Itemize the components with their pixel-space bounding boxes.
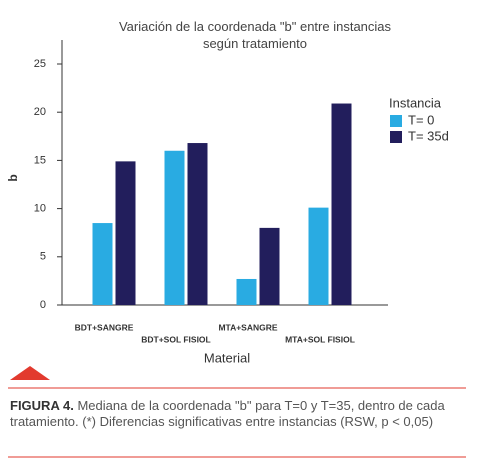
caption: FIGURA 4. Mediana de la coordenada "b" p… — [10, 398, 468, 430]
bar — [331, 103, 352, 305]
legend-label: T= 0 — [408, 112, 434, 127]
x-tick-label: MTA+SOL FISIOL — [285, 334, 355, 344]
x-tick-label: MTA+SANGRE — [218, 322, 277, 332]
y-tick-label: 20 — [34, 106, 46, 118]
y-tick-label: 15 — [34, 154, 46, 166]
chart-title: Variación de la coordenada "b" entre ins… — [118, 19, 392, 51]
y-axis-label: b — [6, 174, 20, 181]
bar — [259, 227, 280, 305]
legend-title: Instancia — [389, 95, 442, 110]
caption-label: FIGURA 4. — [10, 398, 74, 413]
y-tick-label: 5 — [40, 251, 46, 263]
legend-swatch — [390, 131, 402, 143]
caption-text: Mediana de la coordenada "b" para T=0 y … — [10, 398, 445, 429]
x-tick-label: BDT+SANGRE — [75, 322, 134, 332]
bar — [308, 207, 329, 305]
bar — [187, 143, 208, 305]
bar — [115, 161, 136, 305]
legend-swatch — [390, 115, 402, 127]
legend-label: T= 35d — [408, 128, 449, 143]
x-axis-label: Material — [204, 350, 250, 365]
decor-triangle — [10, 366, 50, 380]
x-tick-label: BDT+SOL FISIOL — [141, 334, 211, 344]
y-tick-label: 0 — [40, 299, 46, 311]
y-tick-label: 25 — [34, 58, 46, 70]
bar — [236, 278, 257, 305]
bar — [92, 223, 113, 305]
y-tick-label: 10 — [34, 203, 46, 215]
bar — [164, 150, 185, 305]
